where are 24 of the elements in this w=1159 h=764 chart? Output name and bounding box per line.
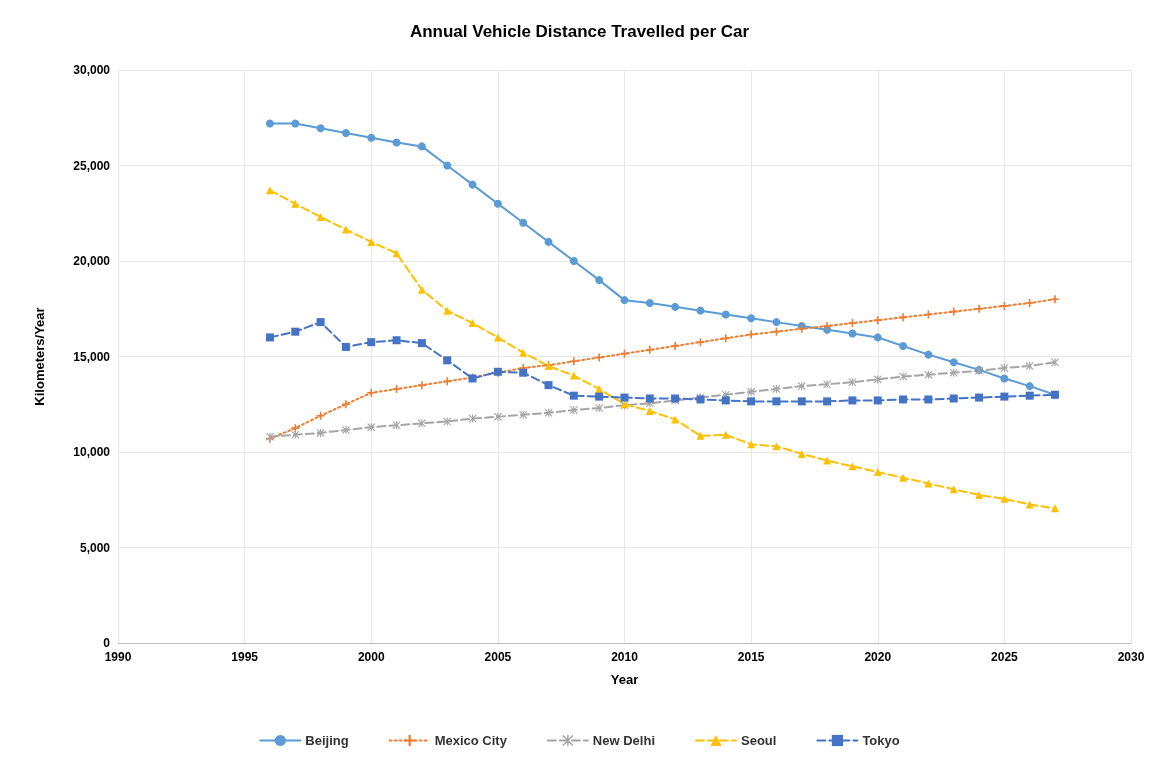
chart-title: Annual Vehicle Distance Travelled per Car bbox=[409, 22, 750, 41]
x-tick-label: 2005 bbox=[484, 650, 512, 664]
legend-label: Seoul bbox=[741, 733, 777, 748]
legend-label: New Delhi bbox=[592, 733, 655, 748]
x-tick-label: 1995 bbox=[231, 650, 259, 664]
x-tick-label: 2000 bbox=[357, 650, 385, 664]
y-tick-label: 30,000 bbox=[73, 63, 111, 77]
y-axis-title: Kilometers/Year bbox=[32, 307, 47, 406]
x-tick-label: 1990 bbox=[104, 650, 132, 664]
legend-label: Mexico City bbox=[434, 733, 508, 748]
y-tick-label: 5,000 bbox=[79, 540, 111, 555]
y-tick-label: 10,000 bbox=[73, 445, 111, 459]
y-tick-label: 0 bbox=[103, 636, 111, 650]
y-tick-label: 25,000 bbox=[73, 158, 111, 173]
y-tick-label: 20,000 bbox=[73, 254, 111, 268]
x-tick-label: 2010 bbox=[611, 650, 639, 664]
legend-label: Beijing bbox=[305, 733, 349, 748]
x-tick-label: 2015 bbox=[737, 650, 765, 664]
x-axis-title: Year bbox=[610, 672, 639, 687]
legend-label: Tokyo bbox=[862, 733, 900, 748]
x-tick-label: 2020 bbox=[864, 650, 892, 664]
y-tick-label: 15,000 bbox=[73, 349, 111, 364]
x-tick-label: 2030 bbox=[1117, 650, 1145, 664]
x-tick-label: 2025 bbox=[991, 650, 1019, 664]
